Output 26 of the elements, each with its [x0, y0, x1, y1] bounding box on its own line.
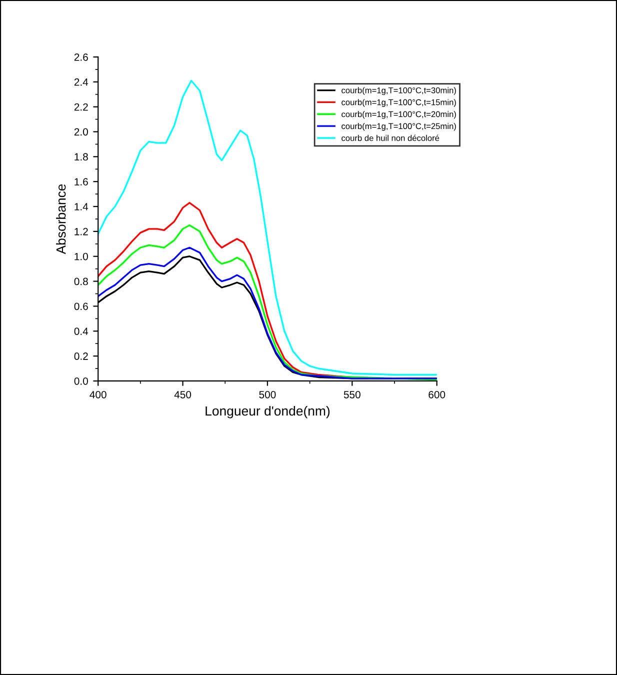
legend-label: courb(m=1g,T=100°C,t=30min)	[342, 87, 456, 95]
x-tick-label: 550	[344, 390, 360, 398]
legend-label: courb(m=1g,T=100°C,t=15min)	[342, 99, 456, 107]
x-tick-label: 450	[174, 390, 192, 398]
y-tick-label: 2.2	[74, 103, 88, 111]
legend-label: courb(m=1g,T=100°C,t=20min)	[342, 111, 456, 119]
y-tick-label: 0.2	[74, 352, 88, 360]
y-tick-label: 1.8	[74, 153, 88, 161]
y-tick-label: 2.0	[74, 128, 88, 136]
y-tick-label: 0.6	[74, 302, 88, 310]
y-tick-label: 0.4	[74, 328, 88, 335]
y-tick-label: 0.0	[74, 377, 88, 385]
y-tick-label: 1.2	[74, 228, 88, 236]
legend-label: courb(m=1g,T=100°C,t=25min)	[342, 122, 456, 131]
legend-label: courb de huil non décoloré	[342, 134, 440, 142]
y-tick-label: 2.6	[74, 53, 88, 61]
y-tick-label: 1.6	[74, 178, 88, 186]
y-axis-title: Absorbance	[56, 184, 66, 254]
x-tick-label: 600	[428, 390, 446, 398]
x-tick-label: 400	[90, 390, 106, 398]
y-tick-label: 1.4	[74, 203, 88, 210]
y-tick-label: 1.0	[74, 252, 88, 260]
y-tick-label: 2.4	[74, 78, 88, 86]
x-tick-label: 500	[259, 390, 276, 398]
x-axis-title: Longueur d'onde(nm)	[206, 406, 330, 418]
y-tick-label: 0.8	[74, 278, 88, 286]
